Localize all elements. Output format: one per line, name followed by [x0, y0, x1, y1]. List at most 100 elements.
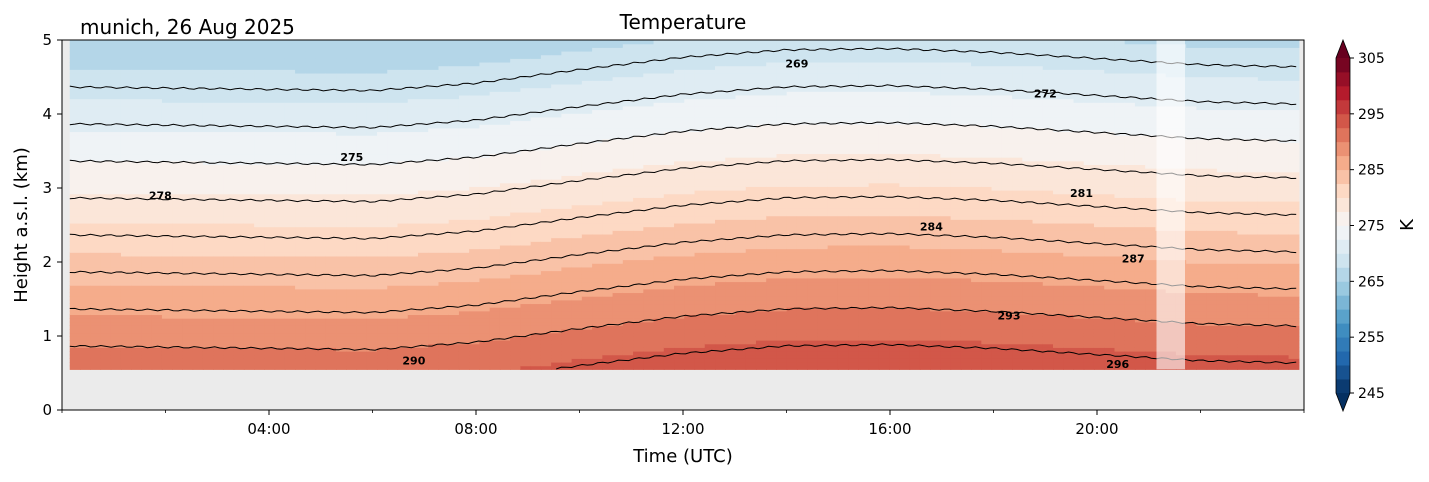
field-cell: [633, 263, 644, 268]
field-cell: [284, 80, 296, 85]
field-cell: [100, 47, 112, 52]
field-cell: [458, 340, 470, 345]
field-cell: [120, 157, 132, 162]
field-cell: [346, 325, 358, 330]
field-cell: [223, 361, 235, 367]
field-cell: [151, 190, 163, 195]
field-cell: [80, 43, 91, 48]
field-cell: [172, 318, 184, 323]
field-cell: [571, 168, 583, 173]
field-cell: [510, 237, 522, 242]
field-cell: [141, 120, 153, 125]
field-cell: [254, 285, 265, 290]
field-cell: [223, 72, 235, 78]
field-cell: [254, 127, 265, 133]
field-cell: [161, 190, 173, 195]
field-cell: [489, 288, 501, 294]
field-cell: [110, 325, 122, 330]
field-cell: [202, 310, 214, 316]
field-cell: [510, 233, 522, 239]
field-cell: [120, 208, 132, 213]
field-cell: [254, 116, 265, 122]
field-cell: [520, 149, 532, 155]
field-cell: [161, 157, 173, 162]
field-cell: [305, 50, 317, 56]
field-cell: [510, 65, 522, 70]
field-cell: [397, 361, 409, 367]
field-cell: [530, 142, 542, 147]
field-cell: [305, 354, 317, 359]
field-cell: [366, 171, 378, 176]
field-cell: [489, 43, 501, 48]
field-cell: [418, 211, 429, 217]
field-cell: [622, 83, 634, 89]
field-cell: [469, 69, 481, 74]
field-cell: [161, 329, 173, 334]
field-cell: [243, 149, 255, 155]
field-cell: [458, 219, 470, 224]
field-cell: [305, 131, 317, 136]
field-cell: [551, 153, 562, 158]
field-cell: [172, 248, 184, 253]
field-cell: [510, 142, 522, 147]
field-cell: [561, 255, 573, 261]
field-cell: [141, 354, 153, 359]
field-cell: [131, 248, 143, 253]
field-cell: [161, 354, 173, 359]
field-cell: [141, 193, 153, 198]
field-cell: [264, 237, 276, 242]
field-cell: [377, 83, 388, 89]
field-cell: [458, 179, 470, 184]
field-cell: [254, 91, 265, 96]
field-cell: [80, 208, 91, 213]
field-cell: [90, 351, 102, 356]
field-cell: [315, 179, 327, 184]
field-cell: [407, 58, 419, 63]
field-cell: [213, 237, 224, 242]
field-cell: [489, 226, 501, 231]
field-cell: [131, 340, 143, 345]
field-cell: [540, 233, 552, 239]
field-cell: [192, 321, 204, 326]
field-cell: [346, 303, 358, 308]
field-cell: [80, 116, 91, 122]
field-cell: [377, 219, 388, 224]
field-cell: [305, 241, 317, 246]
field-cell: [551, 332, 562, 337]
field-cell: [254, 186, 265, 191]
field-cell: [592, 288, 603, 294]
field-cell: [366, 241, 378, 246]
field-cell: [182, 277, 194, 283]
field-cell: [592, 204, 603, 209]
field-cell: [223, 321, 235, 326]
field-cell: [315, 182, 327, 187]
field-cell: [315, 296, 327, 301]
field-cell: [202, 76, 214, 81]
field-cell: [172, 259, 184, 264]
field-cell: [213, 50, 224, 56]
field-cell: [530, 226, 542, 231]
field-cell: [69, 54, 81, 59]
field-cell: [325, 237, 337, 242]
field-cell: [377, 76, 388, 81]
field-cell: [612, 153, 624, 158]
field-cell: [90, 47, 102, 52]
field-cell: [243, 277, 255, 283]
field-cell: [602, 299, 614, 305]
field-cell: [387, 281, 399, 286]
field-cell: [366, 233, 378, 239]
field-cell: [161, 274, 173, 279]
field-cell: [540, 314, 552, 319]
field-cell: [428, 307, 440, 312]
field-cell: [458, 43, 470, 48]
field-cell: [561, 87, 573, 92]
field-cell: [592, 197, 603, 202]
field-cell: [141, 186, 153, 191]
field-cell: [305, 233, 317, 239]
field-cell: [284, 270, 296, 275]
field-cell: [530, 361, 542, 367]
field-cell: [274, 127, 286, 133]
field-cell: [305, 277, 317, 283]
field-cell: [520, 116, 532, 122]
field-cell: [592, 215, 603, 220]
